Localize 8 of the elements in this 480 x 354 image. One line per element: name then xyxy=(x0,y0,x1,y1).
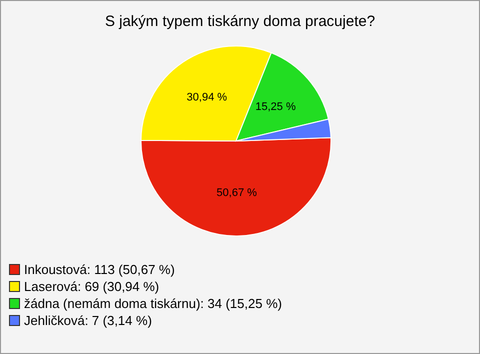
chart-title: S jakým typem tiskárny doma pracujete? xyxy=(104,13,376,30)
data-label: 15,25 % xyxy=(255,100,296,113)
legend-label: Jehličková: 7 (3,14 %) xyxy=(24,312,152,329)
data-label: 50,67 % xyxy=(216,187,258,200)
legend-label: Laserová: 69 (30,94 %) xyxy=(24,278,160,295)
legend-label: žádna (nemám doma tiskárnu): 34 (15,25 %) xyxy=(24,295,282,312)
data-label: 30,94 % xyxy=(186,92,228,104)
legend-label: Inkoustová: 113 (50,67 %) xyxy=(24,261,175,278)
